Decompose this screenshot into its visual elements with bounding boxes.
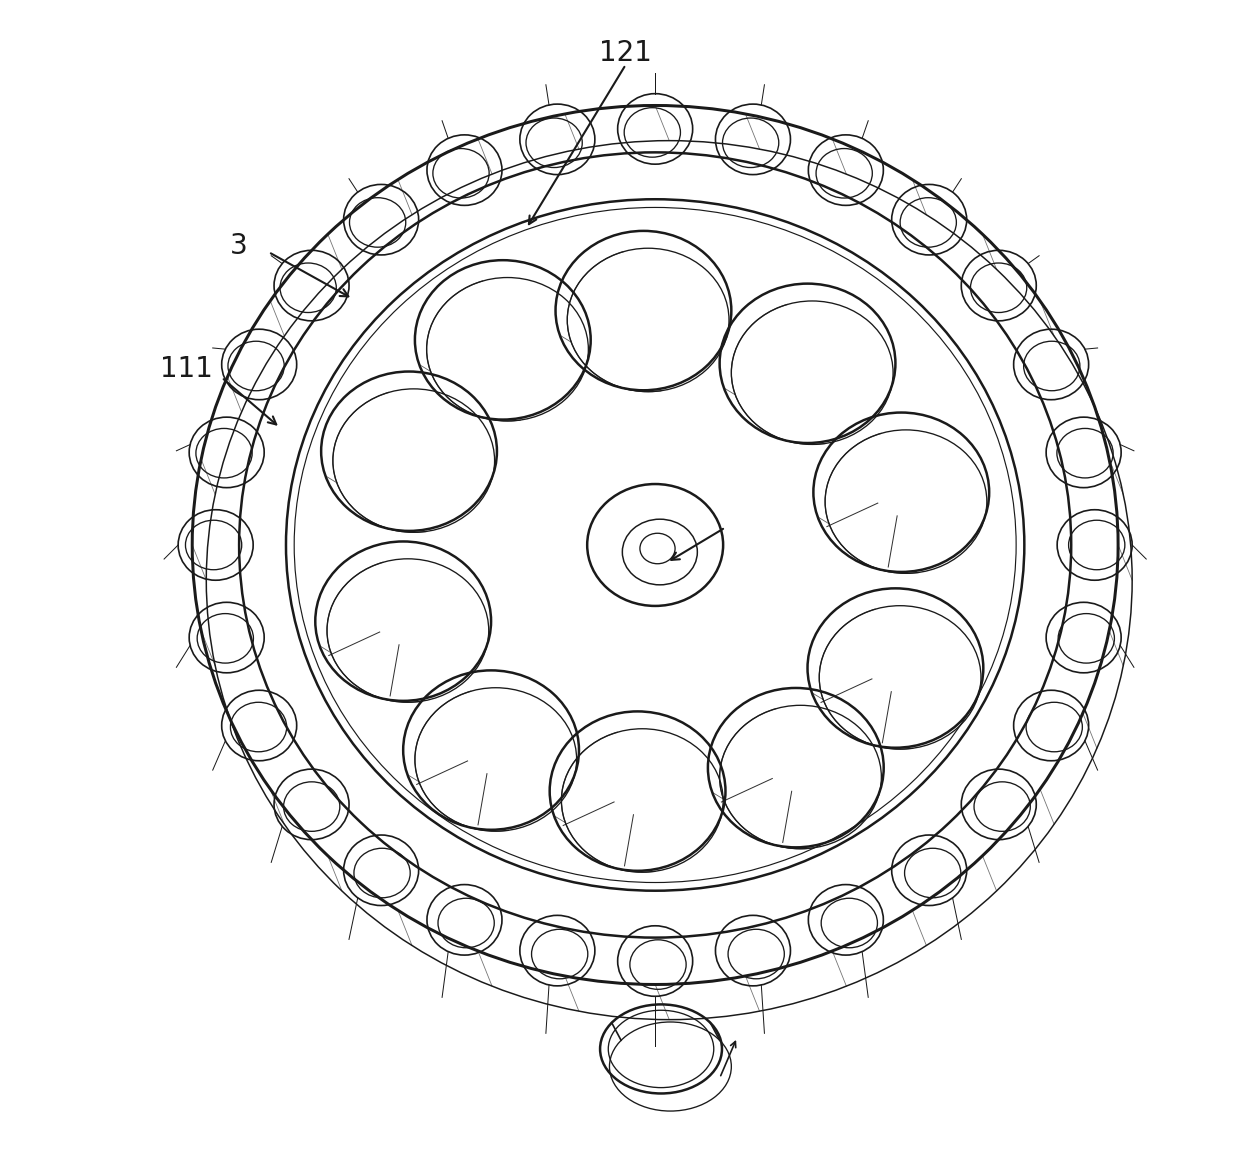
Text: 111: 111 [160, 355, 213, 383]
Text: 121: 121 [599, 39, 652, 67]
Text: 3: 3 [231, 232, 248, 260]
